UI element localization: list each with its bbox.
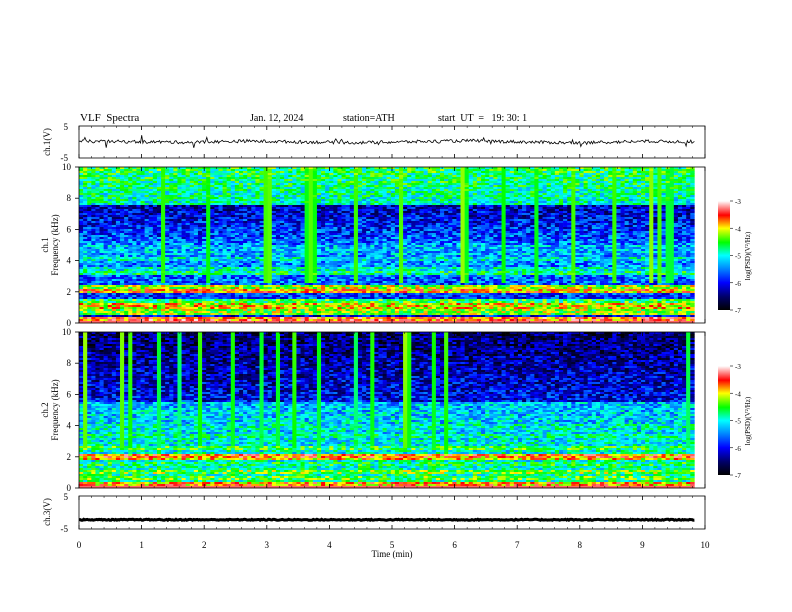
- ch1-ylabel: ch.1(V): [42, 128, 52, 156]
- cb2-ticks-label: -5: [735, 418, 741, 426]
- ch1-spectrogram-ylabel-channel: ch.1: [40, 237, 50, 252]
- x-tick-label: 2: [202, 540, 207, 550]
- spec2-ytick-label: 8: [67, 358, 72, 368]
- start-time-label: start UT = 19: 30: 1: [438, 113, 527, 124]
- cb1-ticks-label: -7: [735, 307, 741, 315]
- spec1-ytick-label: 0: [67, 318, 72, 328]
- spec2-ytick-label: 6: [67, 389, 72, 399]
- station-label: station=ATH: [343, 113, 395, 124]
- chart-title: VLF Spectra: [80, 112, 139, 124]
- ch1-colorbar-label: log(PSD)(V²/Hz): [744, 231, 752, 280]
- ch2-colorbar: [718, 366, 730, 475]
- cb2-ticks-label: -4: [735, 390, 741, 398]
- x-tick-label: 7: [515, 540, 520, 550]
- spec1-ytick-label: 10: [62, 162, 72, 172]
- spec2-ytick-label: 10: [62, 327, 72, 337]
- x-tick-label: 1: [139, 540, 144, 550]
- ch2-spectrogram-heatmap: [79, 332, 705, 489]
- x-tick-label: 9: [640, 540, 645, 550]
- cb2-ticks-label: -3: [735, 363, 741, 371]
- x-tick-label: 0: [77, 540, 82, 550]
- date-label: Jan. 12, 2024: [250, 113, 303, 124]
- x-tick-label: 5: [390, 540, 395, 550]
- cb2-ticks-label: -6: [735, 445, 741, 453]
- ch3-ylabel: ch.3(V): [42, 498, 52, 526]
- ch1-waveform-trace: [78, 135, 695, 148]
- ch2-colorbar-label: log(PSD)(V²/Hz): [744, 396, 752, 445]
- x-tick-label: 3: [265, 540, 270, 550]
- ch2-spectrogram-ylabel-channel: ch.2: [40, 402, 50, 417]
- spec2-ytick-label: 2: [67, 452, 72, 462]
- spec1-ytick-label: 6: [67, 224, 72, 234]
- x-axis-label: Time (min): [372, 549, 413, 559]
- cb2-ticks-label: -7: [735, 472, 741, 480]
- x-axis: 0 1 2 3 4 5 6 7 8 9 10: [77, 126, 710, 550]
- ch1-colorbar: [718, 201, 730, 310]
- spec2-ytick-label: 0: [67, 483, 72, 493]
- ch1-spectrogram-heatmap: [79, 167, 705, 324]
- x-tick-label: 10: [701, 540, 711, 550]
- x-tick-label: 6: [452, 540, 457, 550]
- cb1-ticks-label: -6: [735, 280, 741, 288]
- ch2-spectrogram-ylabel-frequency: Frequency (kHz): [50, 379, 60, 440]
- ch3-waveform-trace: [79, 517, 695, 523]
- ch3-ytick-bottom: -5: [61, 524, 69, 534]
- spec1-ytick-label: 4: [67, 256, 72, 266]
- cb1-ticks-label: -4: [735, 225, 741, 233]
- ch1-ytick-bottom: -5: [61, 153, 69, 163]
- x-tick-label: 8: [578, 540, 583, 550]
- ch1-ytick-top: 5: [64, 122, 69, 132]
- spec1-ytick-label: 2: [67, 287, 72, 297]
- ch3-waveform-frame: [78, 495, 706, 530]
- ch3-ytick-top: 5: [64, 492, 69, 502]
- x-tick-label: 4: [327, 540, 332, 550]
- cb1-ticks-label: -5: [735, 253, 741, 261]
- spec1-ytick-label: 8: [67, 193, 72, 203]
- ch1-spectrogram-ylabel-frequency: Frequency (kHz): [50, 214, 60, 275]
- cb1-ticks-label: -3: [735, 198, 741, 206]
- spec2-ytick-label: 4: [67, 421, 72, 431]
